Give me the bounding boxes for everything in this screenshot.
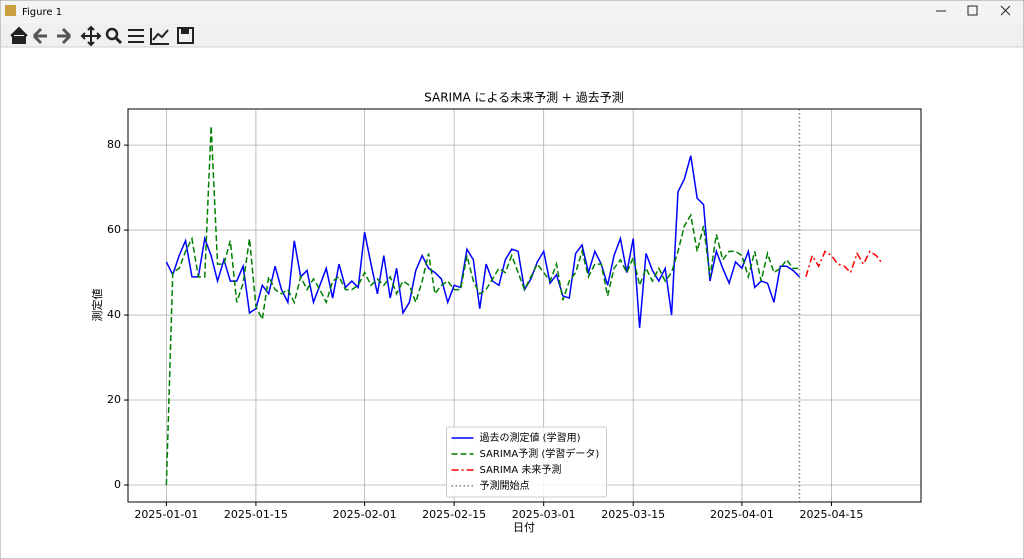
legend-box [446,426,607,498]
edit-axis-button[interactable] [150,28,169,45]
y-tick-label: 0 [114,478,121,491]
window-title: Figure 1 [22,7,62,18]
x-tick-label: 2025-03-15 [601,508,665,521]
title-bar [0,0,1024,23]
x-tick-label: 2025-01-01 [134,508,198,521]
save-button[interactable] [177,27,194,44]
series-line [805,250,884,278]
configure-button[interactable] [128,29,144,43]
zoom-button-handle [114,36,123,45]
legend-label: 予測開始点 [480,479,530,492]
home-button[interactable] [10,26,28,44]
forward-button[interactable] [57,27,72,45]
x-tick-label: 2025-04-01 [710,508,774,521]
legend-label: SARIMA 未来予測 [480,463,562,476]
y-axis-label: 測定値 [90,289,104,322]
close-button[interactable] [1000,5,1011,16]
y-tick-label: 20 [107,393,121,406]
app-icon [5,5,16,16]
legend-label: 過去の測定値 (学習用) [480,431,581,444]
save-button-icon [181,29,189,34]
x-tick-label: 2025-02-15 [422,508,486,521]
x-tick-label: 2025-01-15 [224,508,288,521]
x-axis-label: 日付 [513,521,535,534]
y-tick-label: 40 [107,308,121,321]
zoom-button[interactable] [105,27,119,41]
y-tick-label: 60 [107,223,121,236]
legend: 過去の測定値 (学習用) SARIMA予測 (学習データ) SARIMA 未来予測予… [446,426,607,498]
legend-label: SARIMA予測 (学習データ) [480,447,600,460]
y-tick-label: 80 [107,138,121,151]
toolbar [0,23,1024,47]
pan-button[interactable] [80,25,102,47]
series-line [165,155,801,328]
chart: SARIMA による未来予測 + 過去予測 日付 測定値 0 20 40 60 80 20… [90,91,922,534]
x-tick-label: 2025-02-01 [333,508,397,521]
x-tick-label: 2025-03-01 [512,508,576,521]
maximize-button[interactable] [967,5,978,16]
plot-frame [127,108,922,503]
chart-title: SARIMA による未来予測 + 過去予測 [424,91,624,105]
back-button[interactable] [32,27,47,45]
x-tick-label: 2025-04-15 [799,508,863,521]
series-line [165,125,800,486]
